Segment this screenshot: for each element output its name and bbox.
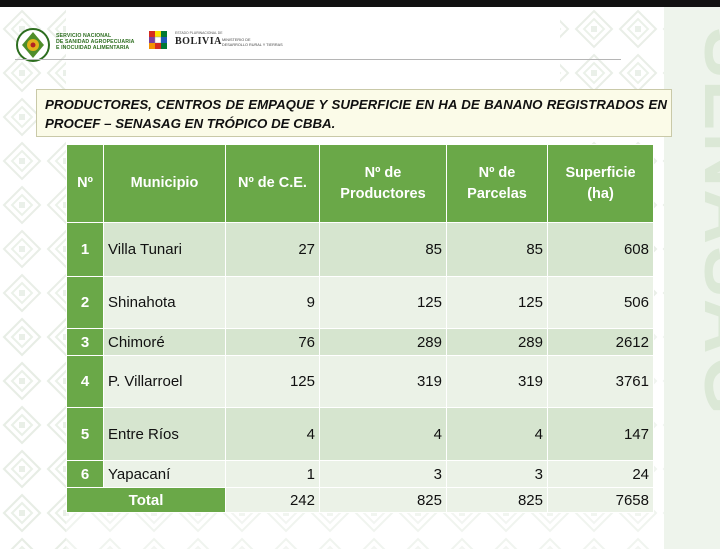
column-header-municipio: Municipio bbox=[103, 144, 226, 223]
total-row: Total 242 825 825 7658 bbox=[66, 487, 654, 513]
parcelas-cell: 289 bbox=[446, 328, 548, 356]
title-box: PRODUCTORES, CENTROS DE EMPAQUE Y SUPERF… bbox=[36, 89, 672, 137]
total-productores-cell: 825 bbox=[319, 487, 447, 513]
ce-cell: 4 bbox=[225, 407, 320, 461]
row-number: 2 bbox=[66, 276, 104, 329]
superficie-cell: 24 bbox=[547, 460, 654, 488]
table-row: 2 Shinahota 9 125 125 506 bbox=[66, 276, 654, 329]
column-header-num: Nº bbox=[66, 144, 104, 223]
senasag-logo-icon bbox=[16, 28, 50, 62]
parcelas-cell: 85 bbox=[446, 222, 548, 277]
total-parcelas-cell: 825 bbox=[446, 487, 548, 513]
total-label: Total bbox=[66, 487, 226, 513]
table-row: 6 Yapacaní 1 3 3 24 bbox=[66, 460, 654, 488]
page-header: SERVICIO NACIONAL DE SANIDAD AGROPECUARI… bbox=[0, 7, 720, 62]
table-row: 4 P. Villarroel 125 319 319 3761 bbox=[66, 355, 654, 408]
column-header-parcelas: Nº de Parcelas bbox=[446, 144, 548, 223]
parcelas-cell: 319 bbox=[446, 355, 548, 408]
country-name: BOLIVIA bbox=[175, 36, 222, 47]
row-number: 5 bbox=[66, 407, 104, 461]
column-header-productores: Nº de Productores bbox=[319, 144, 447, 223]
total-superficie-cell: 7658 bbox=[547, 487, 654, 513]
state-label: ESTADO PLURINACIONAL DE bbox=[175, 31, 223, 35]
header-divider bbox=[15, 59, 621, 60]
ce-cell: 27 bbox=[225, 222, 320, 277]
row-number: 3 bbox=[66, 328, 104, 356]
column-header-superficie: Superficie (ha) bbox=[547, 144, 654, 223]
superficie-cell: 506 bbox=[547, 276, 654, 329]
table-header-row: Nº Municipio Nº de C.E. Nº de Productores… bbox=[66, 144, 654, 223]
ce-cell: 125 bbox=[225, 355, 320, 408]
page-title: PRODUCTORES, CENTROS DE EMPAQUE Y SUPERF… bbox=[45, 97, 667, 131]
superficie-cell: 2612 bbox=[547, 328, 654, 356]
municipio-cell: P. Villarroel bbox=[103, 355, 226, 408]
municipio-cell: Yapacaní bbox=[103, 460, 226, 488]
watermark-text: SENASAG bbox=[688, 27, 720, 417]
bolivia-emblem-icon bbox=[149, 31, 167, 49]
productores-cell: 319 bbox=[319, 355, 447, 408]
row-number: 6 bbox=[66, 460, 104, 488]
productores-cell: 4 bbox=[319, 407, 447, 461]
productores-cell: 289 bbox=[319, 328, 447, 356]
superficie-cell: 3761 bbox=[547, 355, 654, 408]
superficie-cell: 608 bbox=[547, 222, 654, 277]
ministry-name: MINISTERIO DE DESARROLLO RURAL Y TIERRAS bbox=[222, 38, 283, 47]
parcelas-cell: 125 bbox=[446, 276, 548, 329]
ce-cell: 1 bbox=[225, 460, 320, 488]
org-name: SERVICIO NACIONAL DE SANIDAD AGROPECUARI… bbox=[56, 33, 135, 51]
productores-cell: 125 bbox=[319, 276, 447, 329]
municipio-cell: Chimoré bbox=[103, 328, 226, 356]
ce-cell: 76 bbox=[225, 328, 320, 356]
productores-cell: 3 bbox=[319, 460, 447, 488]
data-table: Nº Municipio Nº de C.E. Nº de Productores… bbox=[66, 144, 654, 513]
municipio-cell: Entre Ríos bbox=[103, 407, 226, 461]
productores-cell: 85 bbox=[319, 222, 447, 277]
row-number: 1 bbox=[66, 222, 104, 277]
table-row: 1 Villa Tunari 27 85 85 608 bbox=[66, 222, 654, 277]
row-number: 4 bbox=[66, 355, 104, 408]
total-ce-cell: 242 bbox=[225, 487, 320, 513]
top-bar bbox=[0, 0, 720, 7]
parcelas-cell: 4 bbox=[446, 407, 548, 461]
municipio-cell: Shinahota bbox=[103, 276, 226, 329]
column-header-ce: Nº de C.E. bbox=[225, 144, 320, 223]
ce-cell: 9 bbox=[225, 276, 320, 329]
table-row: 3 Chimoré 76 289 289 2612 bbox=[66, 328, 654, 356]
parcelas-cell: 3 bbox=[446, 460, 548, 488]
table-row: 5 Entre Ríos 4 4 4 147 bbox=[66, 407, 654, 461]
superficie-cell: 147 bbox=[547, 407, 654, 461]
municipio-cell: Villa Tunari bbox=[103, 222, 226, 277]
